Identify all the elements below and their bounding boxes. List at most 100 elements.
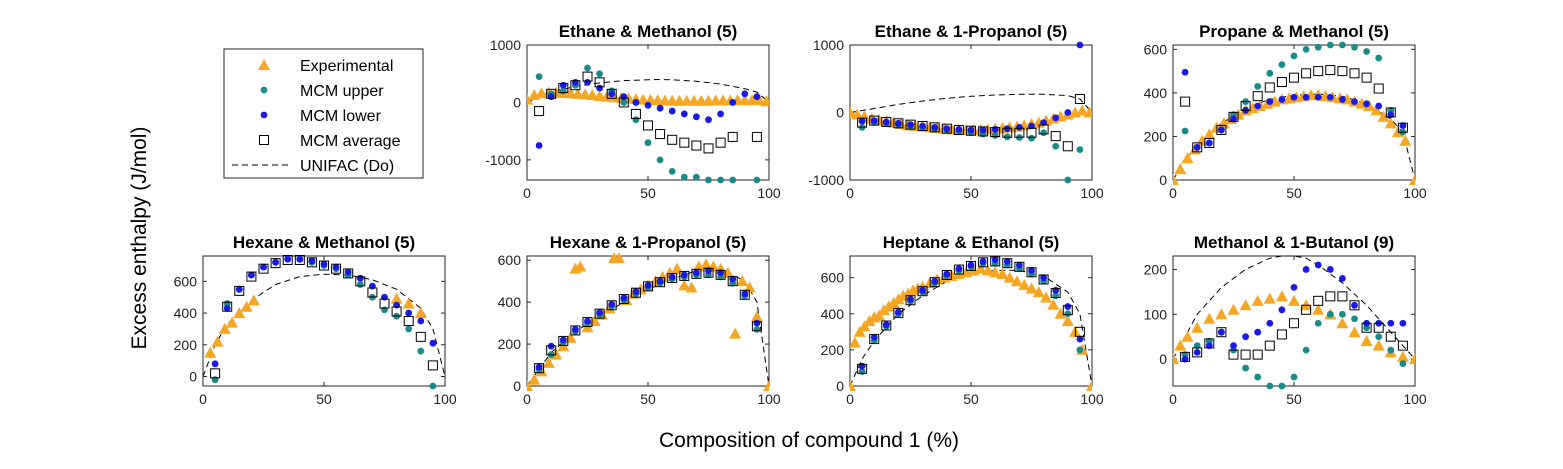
mcm-average-point — [618, 293, 629, 304]
y-tick-label: 1000 — [490, 37, 521, 53]
mcm-upper-point — [1326, 41, 1334, 49]
mcm-average-point — [1252, 91, 1263, 102]
mcm-average-point — [739, 289, 750, 300]
mcm-average-point — [869, 115, 880, 126]
mcm-upper-point — [1052, 142, 1060, 150]
subplot-title: Hexane & 1-Propanol (5) — [550, 233, 747, 252]
experimental-point — [671, 262, 684, 274]
experimental-point — [1083, 106, 1092, 118]
experimental-point — [851, 108, 864, 120]
mcm-upper-point — [1351, 315, 1358, 323]
mcm-lower-point — [1399, 319, 1407, 327]
mcm-lower-point — [955, 125, 963, 133]
experimental-point — [1409, 174, 1415, 185]
mcm-lower-point — [559, 81, 567, 89]
experimental-point — [1181, 152, 1194, 164]
mcm-average-point — [905, 295, 916, 306]
experimental-point — [1396, 350, 1409, 362]
plot-area — [1173, 255, 1415, 390]
mcm-average-point — [1337, 66, 1348, 77]
mcm-average-point — [294, 254, 305, 265]
mcm-lower-point — [1064, 109, 1072, 116]
x-tick-label: 0 — [846, 185, 854, 201]
mcm-average-point — [570, 80, 581, 91]
mcm-average-point — [1385, 107, 1396, 118]
mcm-average-point — [1180, 351, 1191, 362]
experimental-point — [1086, 380, 1092, 391]
mcm-average-point — [343, 268, 354, 279]
mcm-average-point — [258, 263, 269, 274]
mcm-upper-point — [1387, 346, 1395, 354]
mcm-average-point — [1002, 127, 1013, 138]
mcm-average-point — [978, 126, 989, 137]
mcm-lower-point — [870, 117, 878, 124]
mcm-average-point — [222, 301, 233, 312]
mcm-lower-point — [235, 285, 243, 293]
mcm-lower-point — [1218, 126, 1225, 134]
mcm-upper-point — [211, 376, 219, 384]
mcm-average-point — [667, 134, 678, 145]
subplot-title: Ethane & 1-Propanol (5) — [875, 22, 1068, 41]
mcm-average-point — [618, 97, 629, 108]
x-axis-label: Composition of compound 1 (%) — [659, 429, 959, 452]
mcm-lower-point — [1363, 100, 1370, 108]
y-tick-label: 400 — [821, 306, 845, 322]
mcm-average-point — [1026, 127, 1037, 138]
mcm-average-point — [893, 118, 904, 129]
mcm-upper-point — [644, 139, 652, 147]
mcm-average-point — [1014, 261, 1025, 272]
experimental-point — [1076, 104, 1089, 116]
mcm-lower-point — [705, 116, 712, 124]
mcm-average-point — [643, 281, 653, 292]
mcm-lower-point — [572, 78, 579, 86]
mcm-average-point — [1301, 304, 1312, 315]
experimental-point — [753, 94, 766, 106]
mcm-average-point — [415, 331, 426, 342]
mcm-average-point — [655, 129, 666, 140]
mcm-lower-point — [705, 267, 712, 275]
mcm-average-point — [1264, 82, 1275, 93]
mcm-average-point — [570, 325, 581, 336]
mcm-lower-point — [1242, 333, 1249, 341]
experimental-point — [1275, 290, 1288, 302]
x-tick-label: 100 — [1080, 391, 1104, 407]
mcm-lower-point — [1266, 319, 1274, 327]
mcm-average-point — [881, 116, 892, 127]
experimental-point — [1018, 278, 1031, 290]
experimental-point — [586, 88, 599, 100]
mcm-average-point — [1192, 142, 1203, 153]
mcm-average-point — [606, 300, 617, 311]
experimental-point — [579, 88, 592, 100]
mcm-lower-point — [393, 301, 400, 309]
x-tick-label: 50 — [1286, 391, 1302, 407]
mcm-average-point — [403, 316, 414, 326]
mcm-average-point — [1216, 124, 1227, 135]
mcm-lower-point — [320, 260, 328, 268]
mcm-average-point — [1180, 96, 1191, 107]
mcm-lower-point — [1218, 328, 1225, 336]
mcm-lower-point — [858, 117, 866, 125]
mcm-lower-point — [1230, 115, 1237, 123]
mcm-lower-point — [668, 273, 676, 281]
mcm-upper-point — [1363, 48, 1370, 55]
mcm-average-point — [1349, 68, 1360, 79]
mcm-average-point — [881, 320, 892, 331]
x-tick-label: 50 — [640, 185, 656, 201]
experimental-point — [240, 300, 253, 312]
y-tick-label: 200 — [821, 342, 845, 358]
mcm-lower-point — [1028, 267, 1035, 274]
mcm-average-point — [667, 273, 678, 284]
experimental-point — [1251, 294, 1264, 306]
mcm-lower-point — [1339, 275, 1346, 282]
mcm-upper-point — [1028, 134, 1035, 142]
y-tick-label: -1000 — [485, 152, 521, 168]
subplot-title: Methanol & 1-Butanol (9) — [1194, 233, 1394, 252]
mcm-upper-point — [1266, 382, 1274, 390]
experimental-point — [1173, 353, 1179, 365]
experimental-point — [571, 87, 584, 99]
x-tick-label: 0 — [1169, 391, 1177, 407]
mcm-average-point — [691, 140, 702, 151]
mcm-upper-point — [693, 173, 700, 181]
mcm-lower-point — [1290, 283, 1298, 291]
